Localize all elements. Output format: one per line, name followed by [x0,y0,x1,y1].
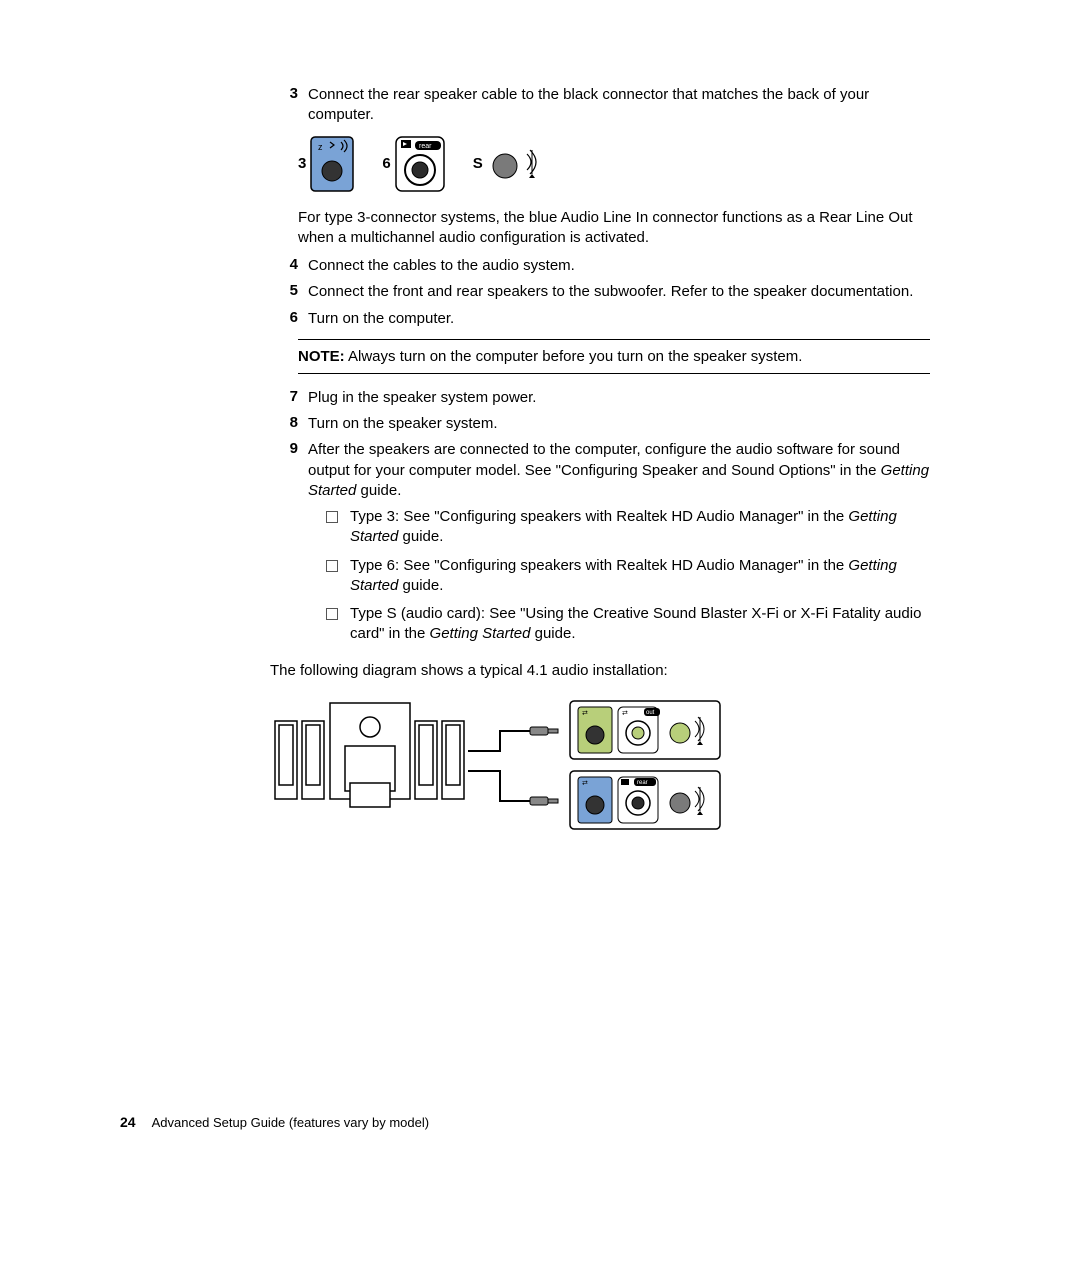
step-4: 4 Connect the cables to the audio system… [270,256,930,276]
note-label: NOTE: [298,348,345,365]
connector-3-icon: z [310,136,354,192]
list-item: Type 6: See "Configuring speakers with R… [308,556,930,597]
connector-icons-row: 3 z 6 rear [298,136,930,192]
bullet-icon [326,560,338,572]
step-number: 7 [270,388,308,405]
audio-41-diagram-svg: ⇄ ⇄ out ⇄ [270,691,730,841]
step-text: Turn on the computer. [308,309,930,329]
bullet-text: Type S (audio card): See "Using the Crea… [350,604,930,645]
step-number: 4 [270,256,308,273]
svg-text:z: z [318,142,323,152]
step-text: After the speakers are connected to the … [308,440,930,652]
step-8: 8 Turn on the speaker system. [270,414,930,434]
step-9: 9 After the speakers are connected to th… [270,440,930,652]
page-number: 24 [120,1114,136,1130]
bullet-text: Type 6: See "Configuring speakers with R… [350,556,930,597]
svg-text:⇄: ⇄ [582,780,588,787]
list-item: Type 3: See "Configuring speakers with R… [308,507,930,548]
connector-type-6: 6 rear [382,136,444,192]
list-item: Type S (audio card): See "Using the Crea… [308,604,930,645]
connector-6-icon: rear [395,136,445,192]
svg-text:out: out [646,710,655,716]
svg-text:rear: rear [419,143,432,150]
document-page: 3 Connect the rear speaker cable to the … [0,0,1080,1270]
step-text: Connect the front and rear speakers to t… [308,282,930,302]
content-column: 3 Connect the rear speaker cable to the … [270,85,930,846]
step-7: 7 Plug in the speaker system power. [270,388,930,408]
step-number: 6 [270,309,308,326]
step-text: Connect the rear speaker cable to the bl… [308,85,930,126]
bullet-icon [326,608,338,620]
connector-label: 3 [298,155,306,172]
connector-type-3: 3 z [298,136,354,192]
diagram-intro-text: The following diagram shows a typical 4.… [270,661,930,681]
note-text: Always turn on the computer before you t… [345,348,803,365]
step-number: 3 [270,85,308,102]
connector-label: S [473,155,483,172]
step-number: 9 [270,440,308,457]
svg-text:⇄: ⇄ [582,710,588,717]
sub-bullet-list: Type 3: See "Configuring speakers with R… [308,507,930,645]
audio-diagram: ⇄ ⇄ out ⇄ [270,691,930,846]
connector-note-text: For type 3-connector systems, the blue A… [298,208,930,249]
step-number: 5 [270,282,308,299]
step-3: 3 Connect the rear speaker cable to the … [270,85,930,126]
step-9-text-c: guide. [356,482,401,499]
page-footer: 24 Advanced Setup Guide (features vary by… [120,1114,429,1130]
svg-text:⇄: ⇄ [622,710,628,717]
step-text: Connect the cables to the audio system. [308,256,930,276]
step-number: 8 [270,414,308,431]
step-5: 5 Connect the front and rear speakers to… [270,282,930,302]
footer-title: Advanced Setup Guide (features vary by m… [152,1115,429,1130]
step-6: 6 Turn on the computer. [270,309,930,329]
bullet-text: Type 3: See "Configuring speakers with R… [350,507,930,548]
note-callout: NOTE: Always turn on the computer before… [298,339,930,374]
step-9-text-a: After the speakers are connected to the … [308,441,900,478]
connector-type-s: S [473,144,547,184]
step-text: Turn on the speaker system. [308,414,930,434]
connector-label: 6 [382,155,390,172]
bullet-icon [326,511,338,523]
connector-s-icon [487,144,547,184]
step-text: Plug in the speaker system power. [308,388,930,408]
svg-text:rear: rear [637,780,648,786]
